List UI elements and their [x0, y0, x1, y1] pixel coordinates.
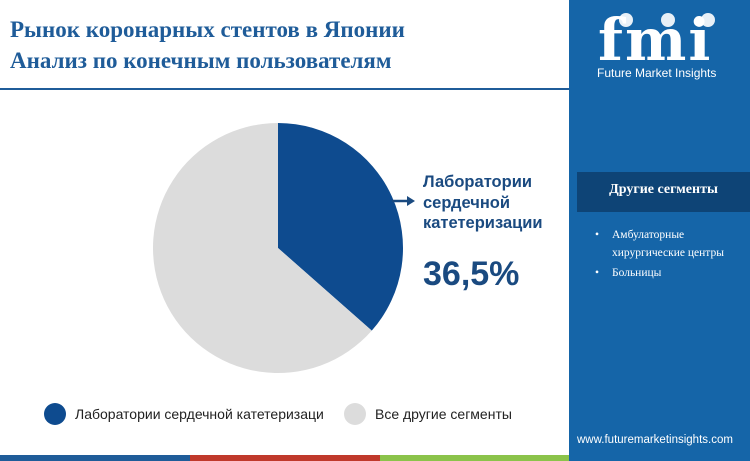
- legend-swatch: [344, 403, 366, 425]
- legend-item-other-segments: Все другие сегменты: [344, 402, 512, 426]
- logo-letters: fmi: [598, 8, 712, 74]
- title-line-2: Анализ по конечным пользователям: [10, 48, 392, 73]
- legend-label: Лаборатории сердечной катетеризаци: [75, 406, 324, 422]
- accent-bar-green: [380, 455, 569, 461]
- website-url: www.futuremarketinsights.com: [577, 434, 733, 446]
- pie-chart: [153, 123, 415, 373]
- other-segments-header: Другие сегменты: [577, 172, 750, 212]
- legend-item-cath-labs: Лаборатории сердечной катетеризаци: [44, 402, 324, 426]
- legend-swatch: [44, 403, 66, 425]
- accent-bar-red: [190, 455, 380, 461]
- legend-label: Все другие сегменты: [375, 406, 512, 422]
- callout-arrow: [392, 196, 415, 206]
- globe-icon: [661, 13, 675, 27]
- other-segments-list: Амбулаторные хирургические центры Больни…: [593, 227, 743, 286]
- globe-icon: [619, 13, 633, 27]
- fmi-logo: fmi: [598, 8, 715, 74]
- title-line-1: Рынок коронарных стентов в Японии: [10, 17, 405, 42]
- list-item: Больницы: [593, 265, 743, 283]
- pie-slice-1: [153, 123, 372, 373]
- brand-name: Future Market Insights: [597, 66, 717, 80]
- pie-slice-0: [278, 123, 403, 331]
- globe-icon: [701, 13, 715, 27]
- page-title: Рынок коронарных стентов в Японии Анализ…: [10, 14, 560, 76]
- pie-slices: [153, 123, 403, 373]
- callout-value: 36,5%: [423, 255, 520, 293]
- other-segments-title: Другие сегменты: [609, 182, 718, 197]
- title-divider: [0, 88, 569, 90]
- callout-label: Лаборатории сердечной катетеризации: [423, 173, 543, 232]
- accent-bar-blue: [0, 455, 190, 461]
- list-item: Амбулаторные хирургические центры: [593, 227, 743, 262]
